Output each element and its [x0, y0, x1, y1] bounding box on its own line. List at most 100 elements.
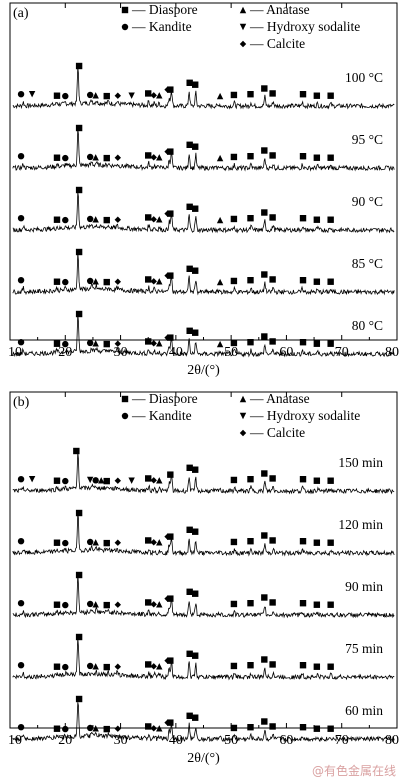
legend-label: — Calcite: [249, 425, 305, 440]
phase-marker-diamond: [150, 92, 157, 99]
xrd-curve: [12, 702, 395, 743]
phase-marker-diamond: [114, 216, 122, 223]
xrd-curve: [12, 574, 395, 619]
curve-label: 80 °C: [352, 318, 383, 333]
phase-marker-diamond: [150, 663, 157, 670]
phase-marker-tri_up: [92, 663, 99, 670]
phase-marker-tri_up: [92, 601, 99, 608]
legend-marker-diamond: [239, 40, 247, 48]
x-tick-label: 70: [335, 345, 349, 360]
phase-marker-square: [186, 588, 193, 595]
phase-marker-square: [167, 657, 174, 664]
phase-marker-circle: [86, 91, 94, 99]
phase-marker-square: [145, 152, 152, 159]
phase-marker-square: [299, 476, 307, 483]
phase-marker-square: [75, 62, 83, 70]
phase-marker-square: [53, 663, 61, 670]
phase-marker-square: [75, 124, 83, 132]
phase-marker-diamond: [114, 340, 122, 347]
phase-marker-square: [313, 601, 321, 608]
phase-marker-circle: [62, 92, 69, 100]
legend-label: — Kandite: [131, 19, 192, 34]
xrd-curve: [12, 66, 395, 110]
phase-marker-square: [230, 476, 238, 484]
phase-marker-diamond: [114, 477, 122, 484]
phase-marker-diamond: [114, 725, 122, 732]
phase-marker-square: [247, 277, 254, 284]
phase-marker-square: [192, 714, 199, 721]
legend-marker-square: [121, 6, 129, 14]
phase-marker-square: [53, 216, 61, 223]
phase-marker-square: [261, 209, 268, 216]
phase-marker-circle: [17, 277, 25, 284]
phase-marker-circle: [62, 601, 69, 609]
legend-marker-circle: [121, 412, 129, 420]
phase-marker-diamond: [150, 601, 157, 608]
x-tick-label: 60: [279, 345, 293, 360]
phase-marker-square: [145, 90, 152, 97]
phase-marker-circle: [17, 91, 25, 98]
phase-marker-tri_up: [216, 216, 224, 224]
phase-marker-circle: [86, 600, 94, 608]
phase-marker-square: [167, 719, 174, 726]
phase-marker-square: [167, 272, 174, 279]
phase-marker-square: [269, 475, 276, 482]
phase-marker-tri_up: [216, 340, 224, 348]
phase-marker-square: [75, 509, 83, 517]
phase-marker-circle: [62, 725, 69, 733]
x-tick-label: 40: [169, 733, 183, 748]
phase-marker-circle: [86, 339, 94, 347]
phase-marker-square: [103, 477, 110, 485]
phase-marker-diamond: [150, 539, 157, 546]
phase-marker-square: [247, 662, 254, 669]
phase-marker-square: [53, 477, 61, 484]
x-tick-label: 30: [114, 345, 128, 360]
x-axis-label: 2θ/(°): [187, 751, 220, 766]
phase-marker-tri_up: [92, 154, 99, 161]
phase-marker-square: [247, 339, 254, 346]
xrd-curve: [12, 452, 395, 495]
phase-marker-tri_up: [156, 278, 163, 285]
phase-marker-square: [103, 154, 110, 162]
phase-marker-square: [327, 477, 334, 484]
legend-label: — Hydroxy sodalite: [249, 19, 360, 34]
phase-marker-square: [192, 329, 199, 336]
curve-label: 95 °C: [352, 132, 383, 147]
phase-marker-circle: [17, 600, 25, 607]
phase-marker-square: [230, 724, 238, 732]
phase-marker-square: [313, 216, 321, 223]
phase-marker-square: [192, 528, 199, 535]
phase-marker-square: [75, 248, 83, 256]
phase-marker-square: [299, 538, 307, 545]
legend-marker-tri_down: [239, 23, 247, 31]
phase-marker-square: [145, 599, 152, 606]
phase-marker-square: [247, 476, 254, 483]
phase-marker-square: [230, 662, 238, 670]
phase-marker-circle: [86, 662, 94, 670]
legend-marker-diamond: [239, 429, 247, 437]
phase-marker-circle: [92, 477, 99, 484]
phase-marker-square: [269, 90, 276, 97]
phase-marker-square: [167, 533, 174, 540]
phase-marker-square: [192, 81, 199, 88]
phase-marker-square: [327, 92, 334, 99]
curve-label: 150 min: [338, 455, 383, 470]
phase-marker-square: [192, 205, 199, 212]
phase-marker-circle: [62, 340, 69, 348]
phase-marker-square: [186, 141, 193, 148]
phase-marker-diamond: [114, 663, 122, 670]
phase-marker-circle: [62, 154, 69, 162]
legend-label: — Kandite: [131, 408, 192, 423]
phase-marker-circle: [17, 662, 25, 669]
phase-marker-tri_down: [128, 92, 135, 99]
phase-marker-square: [192, 143, 199, 150]
phase-marker-square: [145, 661, 152, 668]
phase-marker-square: [269, 599, 276, 606]
curve-label: 85 °C: [352, 256, 383, 271]
phase-marker-square: [167, 471, 174, 478]
phase-marker-square: [192, 652, 199, 659]
phase-marker-circle: [62, 539, 69, 547]
x-tick-label: 70: [335, 733, 349, 748]
x-tick-label: 30: [114, 733, 128, 748]
